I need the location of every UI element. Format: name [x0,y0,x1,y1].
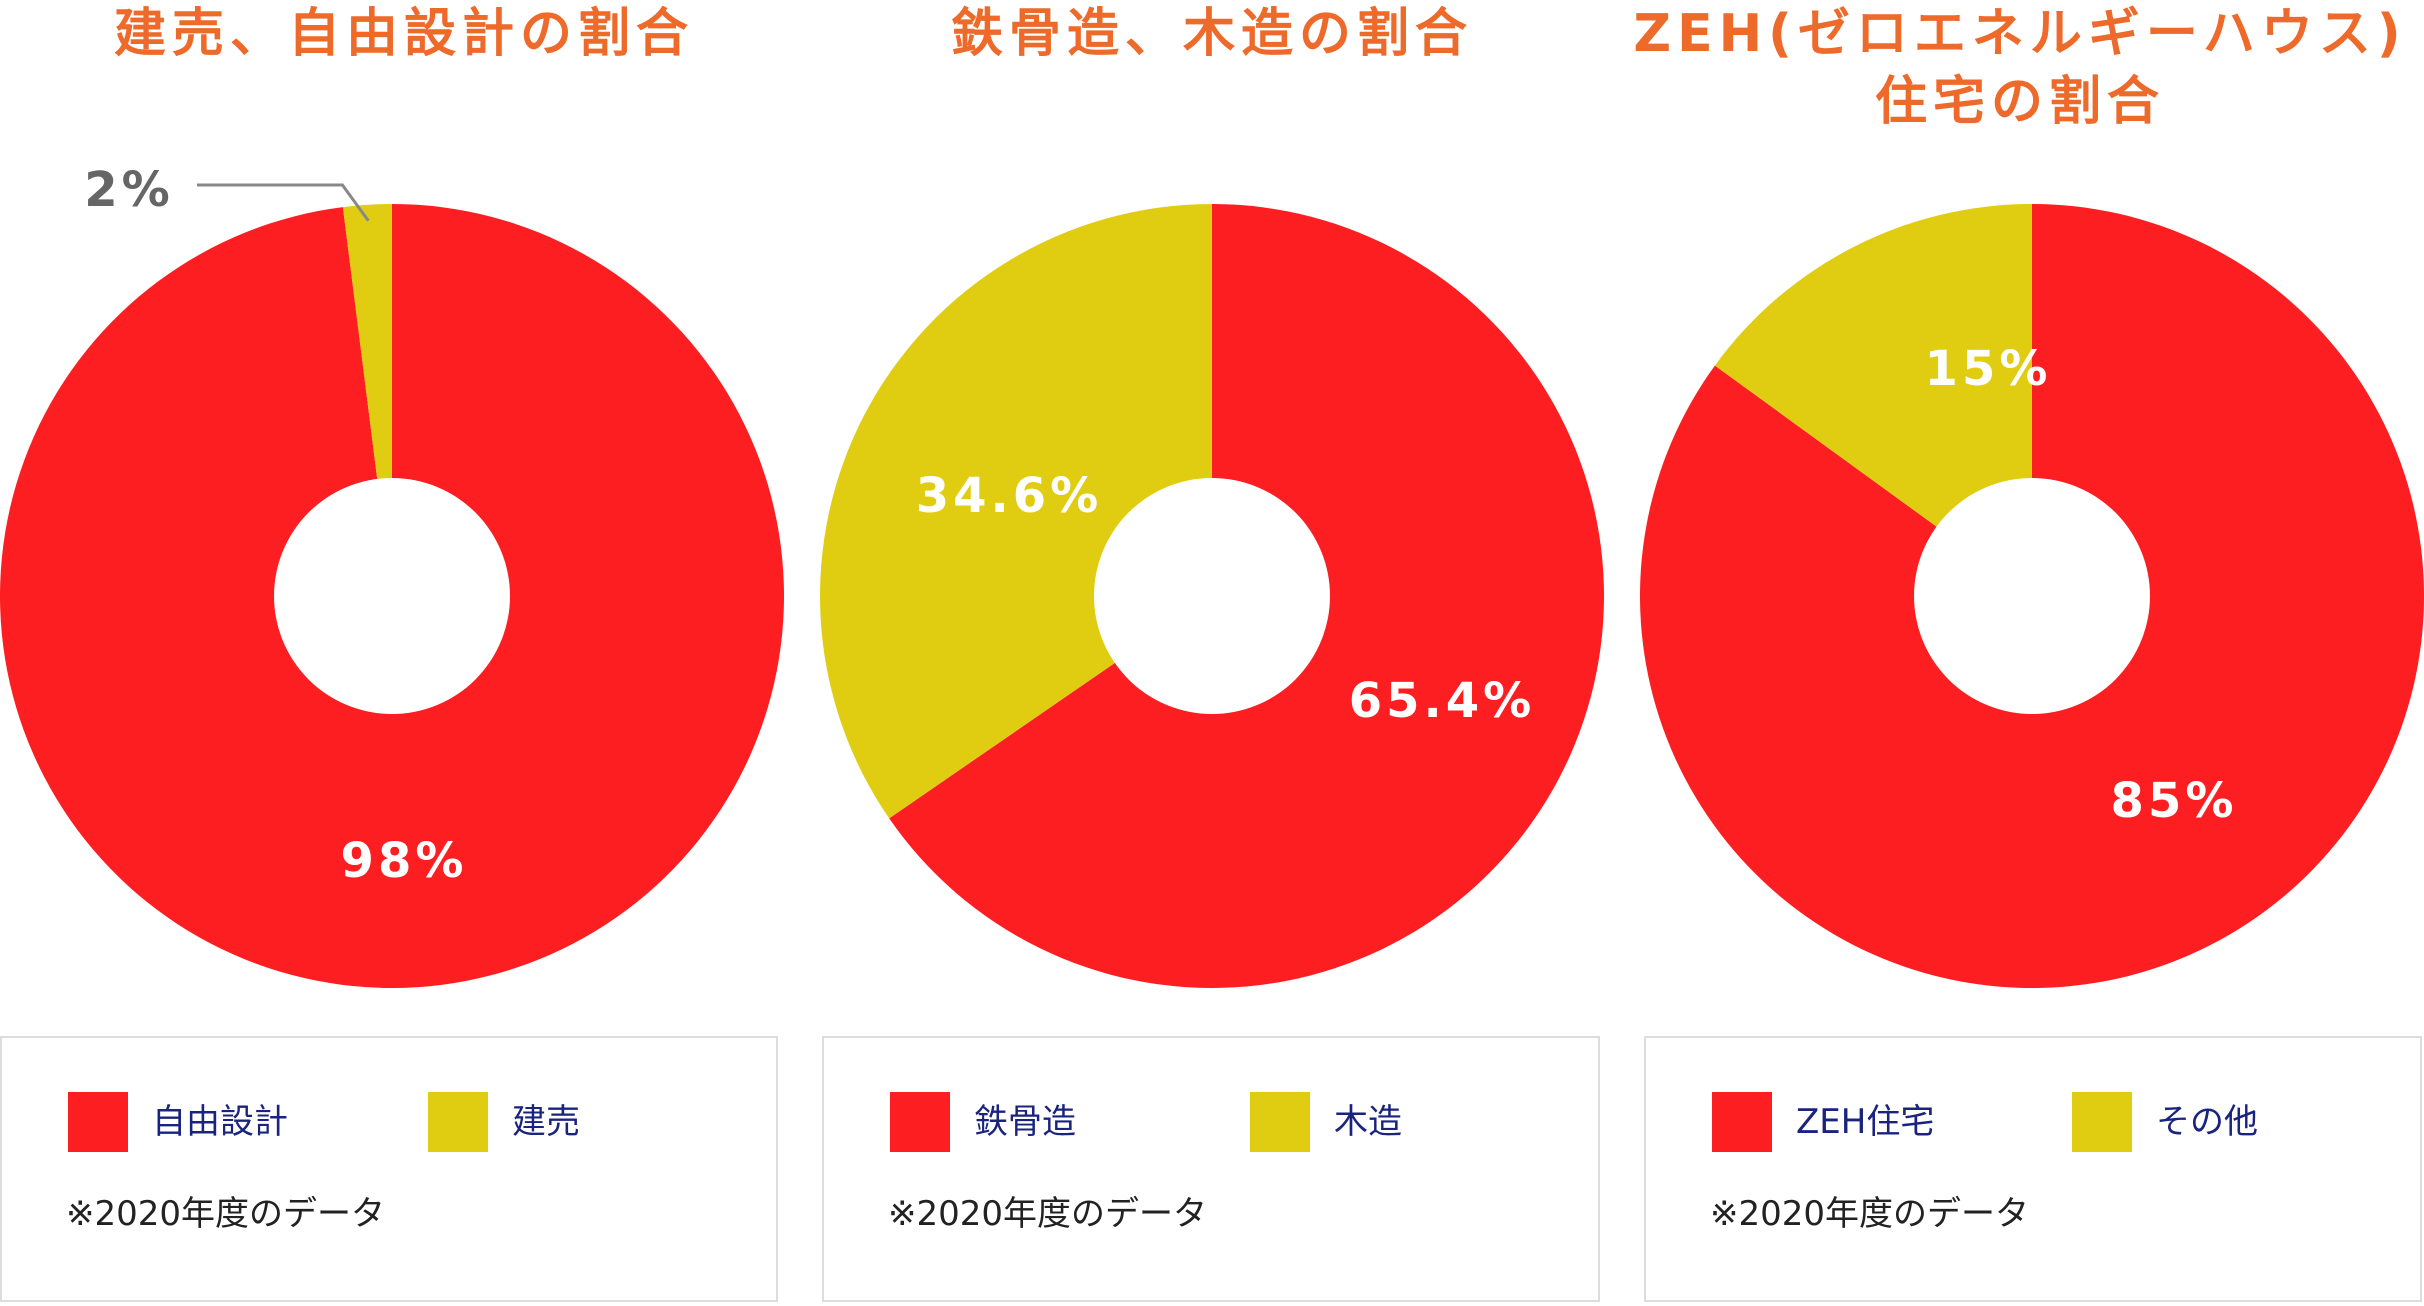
donut-hole [1914,478,2150,714]
slice-yellow [820,204,1212,819]
leader-line [197,183,370,222]
legend-swatch-red [1712,1092,1772,1152]
chart-panel-1: 建売、自由設計の割合 98% 2% 自由設計 建売 ※2020年度のデータ [0,0,808,1306]
data-label: 98% [341,833,468,889]
data-label: 85% [2111,773,2238,829]
chart-title-2: 鉄骨造、木造の割合 [950,4,1473,64]
donut-chart-3: 85% 15% [1640,204,2424,989]
data-note: ※2020年度のデータ [1710,1194,2030,1234]
legend-box-2: 鉄骨造 木造 ※2020年度のデータ [822,1036,1600,1302]
legend-swatch-red [68,1092,128,1152]
legend-label: 建売 [512,1102,580,1142]
data-label: 34.6% [916,468,1103,524]
legend-swatch-yellow [2072,1092,2132,1152]
data-label: 15% [1925,341,2052,397]
data-note: ※2020年度のデータ [888,1194,1208,1234]
donut-chart-2: 65.4% 34.6% [820,204,1604,988]
data-label: 65.4% [1349,673,1536,729]
legend-swatch-yellow [1250,1092,1310,1152]
legend-swatch-yellow [428,1092,488,1152]
donut-chart-1: 98% 2% [0,162,784,988]
legend-label: 自由設計 [152,1102,288,1142]
slice-yellow [1714,204,2032,596]
legend-label: その他 [2156,1102,2258,1142]
donut-hole [1094,478,1330,714]
legend-box-3: ZEH住宅 その他 ※2020年度のデータ [1644,1036,2422,1302]
legend-swatch-red [890,1092,950,1152]
legend-box-1: 自由設計 建売 ※2020年度のデータ [0,1036,778,1302]
legend-label: 鉄骨造 [974,1102,1076,1142]
legend-label: 木造 [1334,1102,1402,1142]
legend-label: ZEH住宅 [1796,1102,1935,1142]
chart-title-3: ZEH(ゼロエネルギーハウス) 住宅の割合 [1633,4,2407,132]
chart-panel-3: ZEH(ゼロエネルギーハウス) 住宅の割合 85% 15% ZEH住宅 その他 ※… [1616,0,2424,1306]
chart-panel-2: 鉄骨造、木造の割合 65.4% 34.6% 鉄骨造 木造 ※2020年度のデータ [808,0,1616,1306]
data-label: 2% [84,162,174,218]
donut-hole [274,478,510,714]
chart-title-1: 建売、自由設計の割合 [113,4,694,64]
data-note: ※2020年度のデータ [66,1194,386,1234]
